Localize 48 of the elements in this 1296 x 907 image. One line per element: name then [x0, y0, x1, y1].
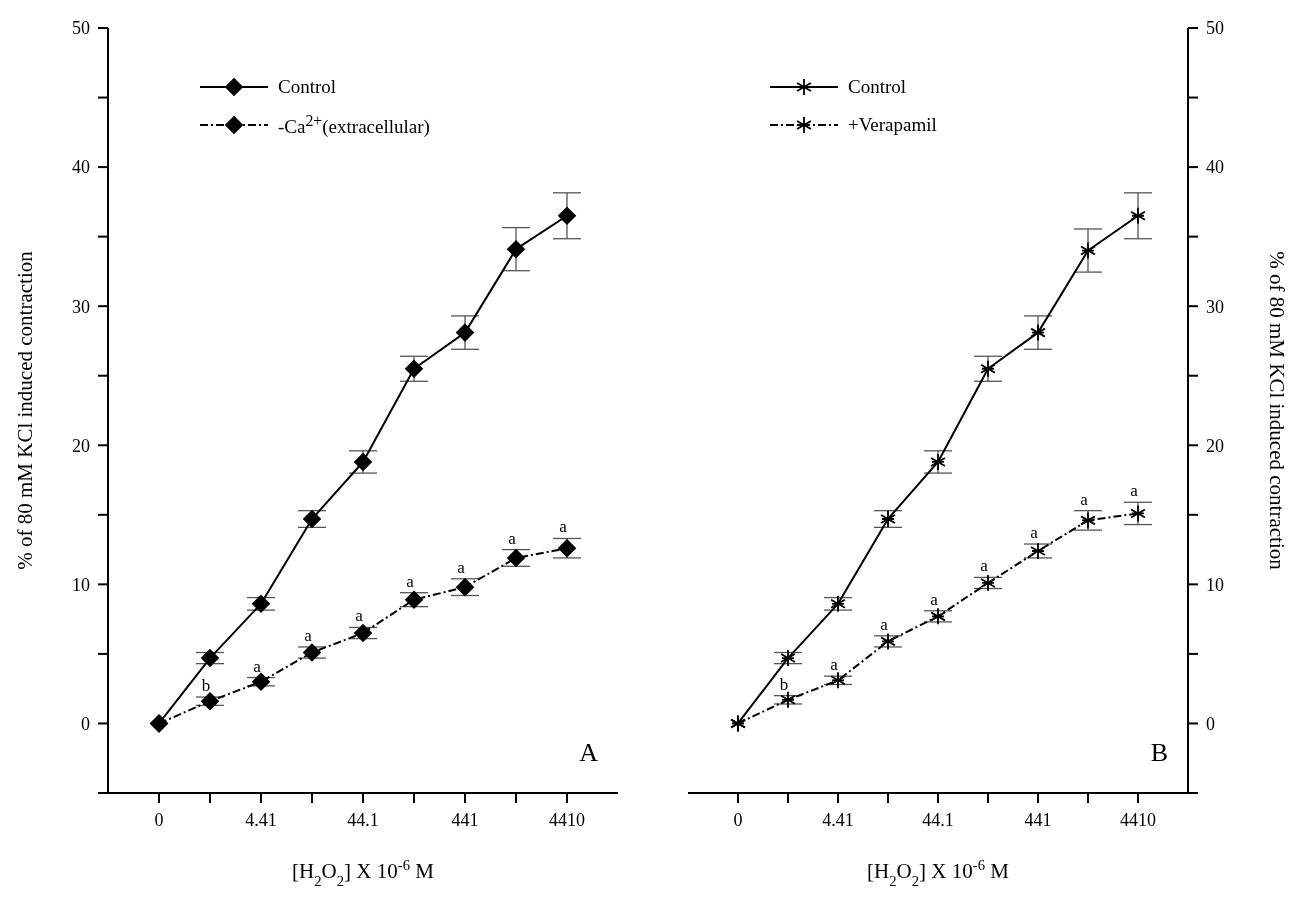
- data-label: a: [980, 556, 989, 576]
- x-axis-title: [H$_{2}$O$_{2}$] X 10$^{-6}$ M: [292, 857, 435, 889]
- y-tick-label: 40: [72, 157, 90, 178]
- legend-label: -Ca$^{2+}$(extracellular): [278, 111, 430, 139]
- x-tick-label: 4410: [549, 809, 585, 830]
- data-label: a: [930, 589, 939, 609]
- y2-tick-label: 40: [1206, 157, 1224, 178]
- data-label: a: [1080, 489, 1089, 509]
- annotation: A: [579, 738, 598, 768]
- x-tick-label: 4.41: [245, 809, 277, 830]
- data-label: a: [830, 655, 839, 675]
- y-tick-label: 10: [72, 574, 90, 595]
- legend-label: +Verapamil: [848, 114, 937, 136]
- data-label: a: [457, 557, 466, 577]
- y-axis-title: % of 80 mM KCl induced contraction: [13, 250, 37, 570]
- y-tick-label: 0: [81, 713, 90, 734]
- y2-tick-label: 0: [1206, 713, 1215, 734]
- data-label: b: [201, 676, 211, 696]
- y2-tick-label: 20: [1206, 435, 1224, 456]
- data-label: a: [355, 606, 364, 626]
- y-tick-label: 20: [72, 435, 90, 456]
- x-tick-label: 441: [1024, 809, 1052, 830]
- x-tick-label: 0: [733, 809, 743, 830]
- y-tick-label: 50: [72, 18, 90, 39]
- x-tick-label: 44.1: [922, 809, 954, 830]
- x-tick-label: 0: [154, 809, 164, 830]
- x-axis-title: [H$_{2}$O$_{2}$] X 10$^{-6}$ M: [867, 857, 1010, 889]
- data-label: a: [304, 625, 313, 645]
- legend-label: Control: [278, 76, 337, 98]
- data-label: a: [253, 656, 262, 676]
- data-label: a: [880, 614, 889, 634]
- y-tick-label: 30: [72, 296, 90, 317]
- legend-label: Control: [848, 76, 907, 98]
- data-label: a: [1030, 523, 1039, 543]
- data-label: a: [1130, 481, 1139, 501]
- y2-axis-title: % of 80 mM KCl induced contraction: [1265, 251, 1289, 571]
- data-label: a: [406, 571, 415, 591]
- x-tick-label: 4410: [1120, 809, 1156, 830]
- data-label: b: [779, 674, 789, 694]
- y2-tick-label: 50: [1206, 18, 1224, 39]
- y2-tick-label: 30: [1206, 296, 1224, 317]
- x-tick-label: 44.1: [347, 809, 379, 830]
- y2-tick-label: 10: [1206, 574, 1224, 595]
- annotation: B: [1150, 738, 1168, 768]
- data-label: a: [508, 528, 517, 548]
- data-label: a: [559, 517, 568, 537]
- x-tick-label: 4.41: [822, 809, 854, 830]
- x-tick-label: 441: [451, 809, 479, 830]
